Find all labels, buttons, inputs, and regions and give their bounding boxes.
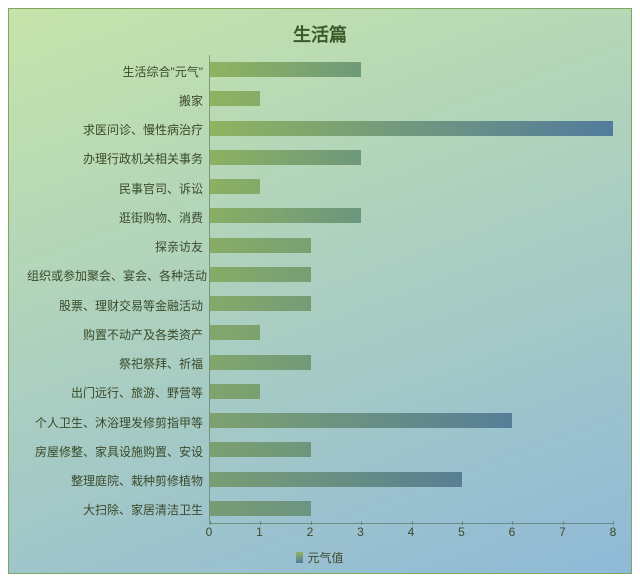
y-axis-label: 搬家: [27, 92, 203, 109]
x-axis-tick: 7: [559, 525, 566, 539]
y-axis-label: 逛街购物、消费: [27, 209, 203, 226]
bar: [210, 121, 613, 136]
x-axis-tick: 1: [256, 525, 263, 539]
y-axis-labels: 生活综合"元气" 搬家求医问诊、慢性病治疗办理行政机关相关事务民事官司、诉讼逛街购…: [27, 55, 209, 523]
bar: [210, 413, 512, 428]
bar-slot: [210, 406, 613, 435]
bar: [210, 442, 311, 457]
y-axis-label: 生活综合"元气": [27, 63, 203, 80]
legend-label: 元气值: [307, 551, 343, 565]
y-axis-label: 祭祀祭拜、祈福: [27, 355, 203, 372]
bar-slot: [210, 348, 613, 377]
y-axis-label: 组织或参加聚会、宴会、各种活动: [27, 267, 203, 284]
bar-slot: [210, 465, 613, 494]
x-axis-tick: 0: [206, 525, 213, 539]
bar-slot: [210, 318, 613, 347]
bar-slot: [210, 231, 613, 260]
legend-swatch: [296, 552, 303, 563]
bar-slot: [210, 114, 613, 143]
bar-slot: [210, 377, 613, 406]
bar: [210, 355, 311, 370]
chart-frame: 生活篇 生活综合"元气" 搬家求医问诊、慢性病治疗办理行政机关相关事务民事官司、诉…: [8, 8, 632, 574]
bar: [210, 325, 260, 340]
bar: [210, 208, 361, 223]
y-axis-label: 股票、理财交易等金融活动: [27, 297, 203, 314]
bar: [210, 62, 361, 77]
y-axis-label: 办理行政机关相关事务: [27, 150, 203, 167]
x-axis-tick: 3: [357, 525, 364, 539]
y-axis-label: 整理庭院、栽种剪修植物: [27, 472, 203, 489]
bar: [210, 472, 462, 487]
bar-slot: [210, 494, 613, 523]
x-axis-tick: 4: [408, 525, 415, 539]
x-axis: 012345678: [27, 525, 613, 545]
bar: [210, 150, 361, 165]
bar-slot: [210, 201, 613, 230]
bar: [210, 267, 311, 282]
y-axis-label: 民事官司、诉讼: [27, 180, 203, 197]
legend: 元气值: [27, 549, 613, 567]
x-axis-tick: 6: [509, 525, 516, 539]
bar: [210, 384, 260, 399]
bar-slot: [210, 84, 613, 113]
chart-title: 生活篇: [27, 21, 613, 47]
y-axis-label: 购置不动产及各类资产: [27, 326, 203, 343]
x-axis-tick: 5: [458, 525, 465, 539]
bar: [210, 296, 311, 311]
y-axis-label: 大扫除、家居清洁卫生: [27, 501, 203, 518]
bar-slot: [210, 172, 613, 201]
plot-area: 生活综合"元气" 搬家求医问诊、慢性病治疗办理行政机关相关事务民事官司、诉讼逛街购…: [27, 55, 613, 523]
bar-slot: [210, 143, 613, 172]
bar-slot: [210, 260, 613, 289]
y-axis-label: 探亲访友: [27, 238, 203, 255]
x-axis-tick: 8: [610, 525, 617, 539]
y-axis-label: 个人卫生、沐浴理发修剪指甲等: [27, 414, 203, 431]
x-axis-tick: 2: [307, 525, 314, 539]
bar: [210, 238, 311, 253]
y-axis-label: 房屋修整、家具设施购置、安设: [27, 443, 203, 460]
bar-slot: [210, 55, 613, 84]
bar-slot: [210, 289, 613, 318]
y-axis-label: 求医问诊、慢性病治疗: [27, 121, 203, 138]
bar: [210, 91, 260, 106]
bar-slot: [210, 435, 613, 464]
bar: [210, 179, 260, 194]
x-axis-ticks: 012345678: [209, 525, 613, 545]
bar: [210, 501, 311, 516]
y-axis-label: 出门远行、旅游、野营等: [27, 384, 203, 401]
bars-area: [209, 55, 613, 524]
